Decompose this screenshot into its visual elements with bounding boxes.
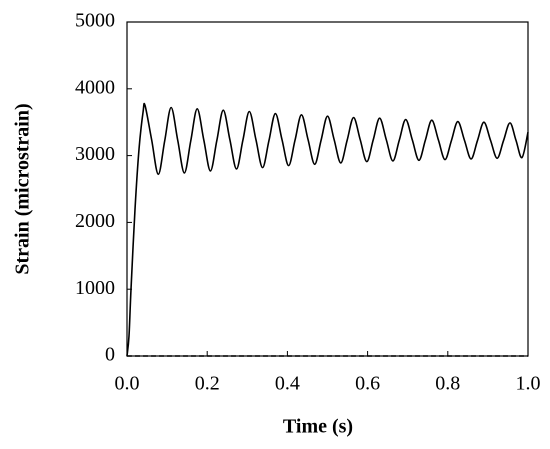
data-line (126, 102, 529, 357)
y-tick-label: 3000 (75, 143, 115, 165)
y-tick-label: 1000 (75, 277, 115, 299)
y-tick-label: 4000 (75, 76, 115, 98)
x-tick-label: 0.4 (275, 373, 300, 395)
plot-frame (126, 21, 529, 357)
y-tick-label: 5000 (75, 10, 115, 32)
y-tick-label: 2000 (75, 210, 115, 232)
x-tick-label: 0.6 (355, 373, 380, 395)
x-tick-label: 0.0 (115, 373, 140, 395)
y-axis-title: Strain (microstrain) (12, 103, 34, 274)
x-axis-title: Time (s) (283, 416, 353, 438)
x-tick-label: 0.8 (435, 373, 460, 395)
x-tick-label: 1.0 (516, 373, 541, 395)
y-tick-label: 0 (105, 344, 115, 366)
x-tick-label: 0.2 (195, 373, 220, 395)
